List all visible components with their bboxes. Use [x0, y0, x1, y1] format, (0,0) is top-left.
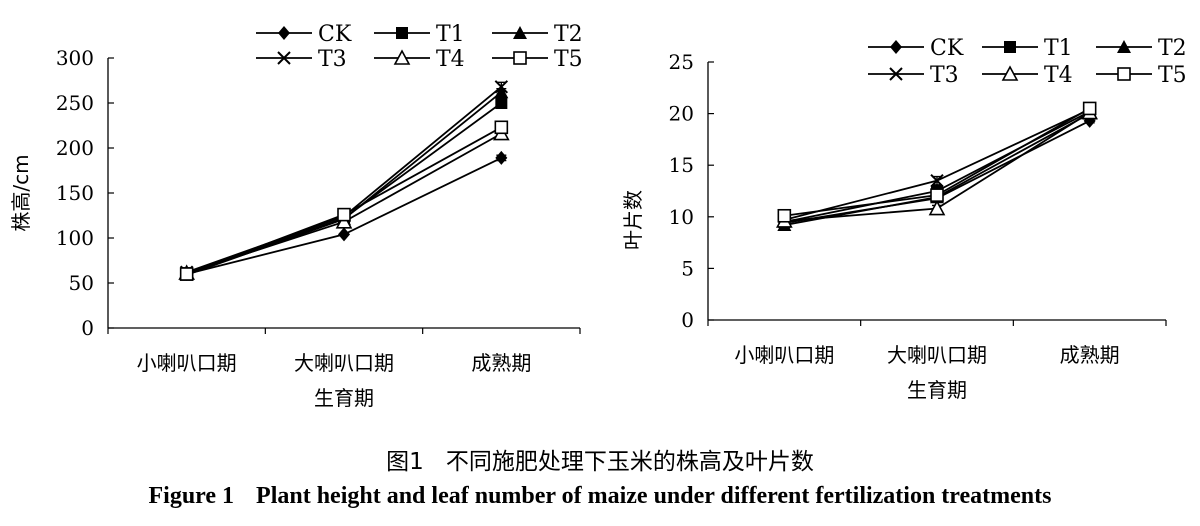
caption-english: Figure 1 Plant height and leaf number of … [0, 483, 1200, 510]
legend-marker [1117, 40, 1131, 53]
legend-label: T5 [554, 47, 583, 72]
legend-marker [278, 26, 290, 40]
legend-label: T4 [1044, 63, 1073, 88]
caption-chinese-text: 不同施肥处理下玉米的株高及叶片数 [445, 449, 814, 475]
legend-marker [393, 49, 411, 65]
x-axis-title: 生育期 [314, 386, 374, 410]
x-tick-label: 大喇叭口期 [294, 351, 394, 375]
caption-english-number: Figure 1 [148, 483, 235, 509]
legend-marker [1001, 65, 1019, 81]
y-tick-label: 50 [69, 271, 94, 295]
series-line [186, 91, 502, 276]
y-tick-label: 25 [669, 50, 694, 74]
series-t1 [180, 97, 508, 280]
data-point [495, 150, 508, 165]
y-axis-title: 株高/cm [9, 154, 33, 231]
legend-item-t3: T3 [256, 47, 347, 72]
series-line [186, 126, 502, 275]
x-tick-label: 小喇叭口期 [734, 343, 834, 367]
series-t4 [178, 124, 510, 280]
y-tick-label: 20 [669, 102, 694, 126]
y-tick-label: 100 [56, 226, 94, 250]
caption-chinese: 图1 不同施肥处理下玉米的株高及叶片数 [0, 442, 1200, 476]
legend-item-t1: T1 [374, 22, 465, 47]
legend-label: CK [930, 36, 964, 61]
legend: CK T1 T2 T3 T4 T5 [868, 36, 1187, 88]
y-tick-label: 200 [56, 136, 94, 160]
y-tick-label: 10 [669, 205, 694, 229]
data-point [338, 227, 350, 242]
x-tick-label: 小喇叭口期 [137, 351, 237, 375]
data-point [777, 208, 792, 223]
y-tick-label: 300 [56, 46, 94, 70]
legend-marker [513, 26, 527, 39]
legend-label: T2 [554, 22, 583, 47]
caption-english-text: Plant height and leaf number of maize un… [256, 483, 1052, 509]
legend-label: T2 [1158, 36, 1187, 61]
legend-label: T3 [930, 63, 959, 88]
legend-item-t2: T2 [492, 22, 583, 47]
legend-item-t4: T4 [982, 63, 1073, 88]
data-point [930, 173, 944, 188]
legend-item-t5: T5 [492, 47, 583, 72]
y-tick-label: 15 [669, 153, 694, 177]
y-tick-label: 0 [681, 308, 694, 332]
legend-marker [889, 67, 903, 81]
legend-marker [513, 51, 527, 65]
series-line [186, 132, 502, 274]
legend-label: T5 [1158, 63, 1187, 88]
series-t5 [179, 120, 509, 281]
data-point [179, 267, 194, 281]
legend-label: T1 [436, 22, 465, 47]
legend-label: CK [318, 22, 352, 47]
legend-label: T3 [318, 47, 347, 72]
legend-item-ck: CK [868, 36, 964, 61]
legend-marker [1117, 67, 1131, 81]
data-point [928, 199, 946, 216]
legend-marker [396, 27, 408, 39]
data-point [337, 207, 351, 222]
y-tick-label: 250 [56, 91, 94, 115]
legend-item-t4: T4 [374, 47, 465, 72]
series-line [186, 102, 502, 274]
y-tick-label: 0 [81, 316, 94, 340]
legend-item-ck: CK [256, 22, 352, 47]
data-point [494, 120, 509, 135]
legend-item-t1: T1 [982, 36, 1073, 61]
y-axis-title: 叶片数 [621, 190, 645, 250]
data-point [930, 188, 944, 202]
x-tick-label: 成熟期 [1060, 343, 1120, 367]
series-line [186, 86, 502, 274]
series-t2 [179, 85, 509, 281]
caption-chinese-number: 图1 [386, 449, 424, 475]
legend-marker [890, 40, 902, 54]
y-tick-label: 150 [56, 181, 94, 205]
legend-marker [1004, 41, 1016, 53]
legend-item-t5: T5 [1096, 63, 1187, 88]
legend-item-t3: T3 [868, 63, 959, 88]
data-point [495, 97, 508, 109]
y-tick-label: 5 [681, 256, 694, 280]
data-point [1082, 101, 1097, 116]
legend-marker [277, 51, 291, 65]
x-tick-label: 大喇叭口期 [887, 343, 987, 367]
x-tick-label: 成熟期 [471, 351, 531, 375]
legend-label: T1 [1044, 36, 1073, 61]
x-axis-title: 生育期 [907, 378, 967, 402]
legend-item-t2: T2 [1096, 36, 1187, 61]
data-point [494, 80, 509, 94]
legend-label: T4 [436, 47, 465, 72]
legend: CK T1 T2 T3 T4 T5 [256, 22, 583, 72]
series-t5 [777, 101, 1097, 223]
